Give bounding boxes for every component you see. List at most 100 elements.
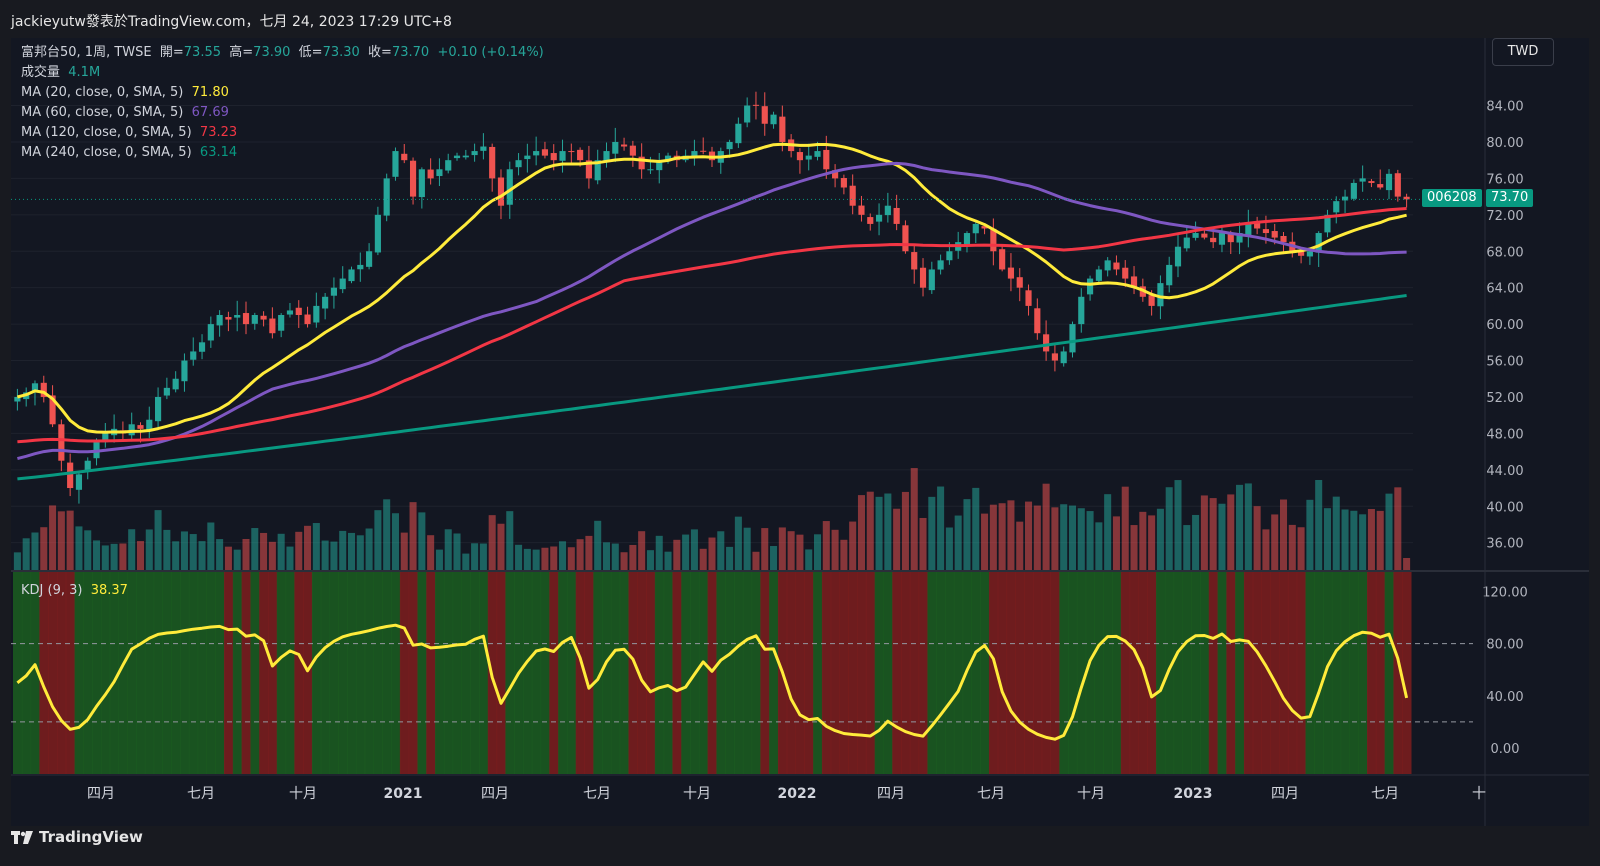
volume-bar <box>1095 522 1103 570</box>
volume-bar <box>119 543 127 570</box>
candle-body <box>664 155 672 160</box>
volume-bar <box>418 512 426 570</box>
candle-body <box>445 160 452 171</box>
volume-bar <box>550 546 558 570</box>
candle-body <box>383 178 390 216</box>
kdj-band <box>1024 572 1034 774</box>
kdj-band <box>1164 572 1175 774</box>
y-tick-label: 84.00 <box>1486 100 1523 115</box>
legend-volume: 成交量 4.1M <box>21 65 101 80</box>
kdj-band <box>1340 572 1350 774</box>
kdj-band <box>373 572 383 774</box>
volume-bar <box>286 546 294 570</box>
candle-body <box>928 269 935 291</box>
kdj-band <box>619 572 629 774</box>
candle-body <box>559 151 566 161</box>
kdj-band <box>496 572 506 774</box>
kdj-band <box>874 572 884 774</box>
chart-panel[interactable]: 84.00 80.00 76.00 72.00 68.00 64.00 60.00 56.00… <box>11 38 1589 826</box>
kdj-band <box>953 572 964 774</box>
kdj-band <box>180 572 190 774</box>
kdj-band <box>1367 572 1377 774</box>
y-tick-label: 36.00 <box>1486 537 1523 552</box>
volume-bar <box>1200 495 1208 570</box>
kdj-band <box>971 572 981 774</box>
legend-ma20: MA (20, close, 0, SMA, 5) 71.80 <box>21 85 229 100</box>
candle-body <box>207 324 214 341</box>
volume-bar <box>690 529 698 570</box>
legend-ma120: MA (120, close, 0, SMA, 5) 73.23 <box>21 125 238 140</box>
candle-body <box>40 382 47 397</box>
kdj-band <box>443 572 454 774</box>
volume-bar <box>585 535 593 570</box>
candle-body <box>1218 233 1226 245</box>
candle-body <box>533 151 540 156</box>
volume-bar <box>989 504 997 570</box>
candle-body <box>1130 276 1138 288</box>
kdj-band <box>197 572 207 774</box>
volume-bar <box>1271 514 1279 570</box>
kdj-band <box>1217 572 1227 774</box>
x-tick-label: 七月 <box>977 786 1005 802</box>
volume-bar <box>488 515 496 570</box>
volume-bar <box>1068 505 1077 570</box>
kdj-band <box>584 572 594 774</box>
kdj-band <box>1252 572 1263 774</box>
volume-bar <box>567 547 575 570</box>
kdj-band <box>830 572 840 774</box>
candle-body <box>1025 290 1032 306</box>
kdj-band <box>1235 572 1245 774</box>
kdj-band <box>426 572 436 774</box>
volume-bar <box>1359 514 1367 570</box>
kdj-band <box>865 572 876 774</box>
kdj-band <box>136 572 146 774</box>
volume-bar <box>937 486 945 570</box>
kdj-band <box>751 572 761 774</box>
kdj-band <box>391 572 401 774</box>
volume-bar <box>646 550 654 570</box>
candle-body <box>1060 351 1067 364</box>
candle-body <box>1333 201 1340 213</box>
candle-body <box>902 225 909 252</box>
volume-bar <box>901 491 909 570</box>
candle-body <box>629 145 636 156</box>
kdj-band <box>1032 572 1043 774</box>
candle-body <box>1148 295 1155 306</box>
volume-bar <box>1288 524 1296 570</box>
candle-body <box>656 160 663 171</box>
candle-body <box>867 217 874 224</box>
volume-bar <box>919 517 927 570</box>
kdj-band <box>1261 572 1271 774</box>
kdj-band <box>259 572 269 774</box>
volume-bar <box>1174 480 1182 570</box>
kdj-band <box>224 572 234 774</box>
candle-body <box>489 146 496 179</box>
candle-body <box>172 378 179 390</box>
kdj-band <box>1129 572 1139 774</box>
kdj-band <box>1331 572 1342 774</box>
volume-bar <box>189 534 197 570</box>
candle-body <box>242 313 250 325</box>
candle-body <box>313 305 320 323</box>
candle-body <box>497 177 505 206</box>
candle-body <box>990 228 997 252</box>
y-tick-label: 48.00 <box>1486 427 1523 442</box>
volume-bar <box>172 541 180 570</box>
candlestick-chart[interactable]: 84.00 80.00 76.00 72.00 68.00 64.00 60.00 56.00… <box>11 38 1589 826</box>
candle-body <box>234 315 241 318</box>
kdj-band <box>1173 572 1183 774</box>
volume-bar <box>813 534 822 570</box>
x-tick-label: 十 <box>1472 786 1486 802</box>
volume-bar <box>356 535 364 570</box>
candle-body <box>1350 182 1357 199</box>
candle-body <box>348 269 355 282</box>
volume-bar <box>972 487 980 570</box>
kdj-y-tick-label: 120.00 <box>1482 586 1528 601</box>
x-tick-label: 2023 <box>1174 786 1213 802</box>
volume-bar <box>928 496 936 570</box>
x-tick-label: 十月 <box>683 786 711 802</box>
open-value: 73.55 <box>183 45 221 60</box>
currency-button[interactable]: TWD <box>1492 38 1554 66</box>
volume-bar <box>726 546 734 570</box>
volume-bar <box>1403 558 1411 570</box>
